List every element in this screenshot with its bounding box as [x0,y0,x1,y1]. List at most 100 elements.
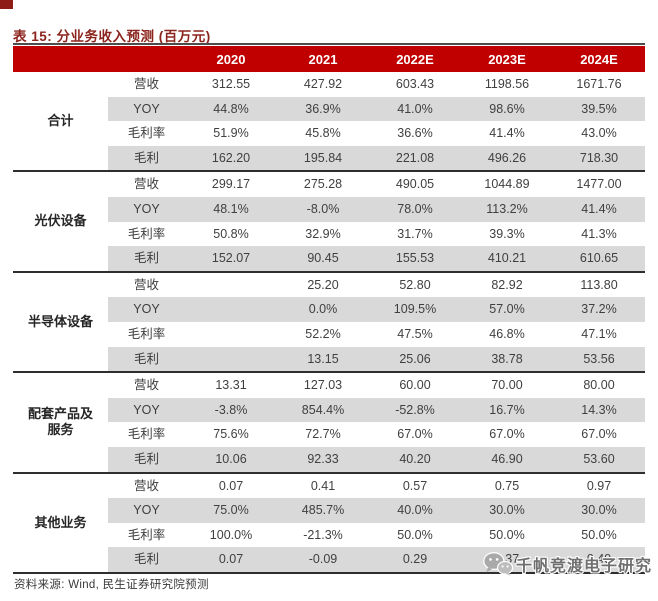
segment-group: 光伏设备 营收 299.17 275.28 490.05 1044.89 1477.00 YO… [13,171,645,272]
metric-label: 毛利率 [127,427,166,442]
watermark: 千帆竞渡电子研究 [483,551,652,577]
value-cell: 53.56 [553,346,645,373]
value-cell: 90.45 [277,246,369,272]
value-cell: 610.65 [553,246,645,272]
value-cell: 98.6% [461,96,553,122]
value-cell: 39.5% [553,96,645,122]
segment-label: 其他业务 [13,472,108,573]
value-cell: 50.8% [213,226,249,241]
metric-label: YOY [108,297,185,322]
value-cell: 41.0% [369,96,461,122]
value-cell: 496.26 [461,145,553,172]
table-row: 毛利率 75.6% 72.7% 67.0% 67.0% 67.0% [13,422,645,447]
value-cell: 427.92 [303,77,343,92]
value-cell: 0.29 [369,547,461,573]
metric-label: 毛利 [108,145,185,172]
metric-label: 毛利 [108,246,185,272]
corner-accent-block [0,0,13,9]
value-cell: 75.6% [213,427,249,442]
value-cell: 155.53 [369,246,461,272]
value-cell: -21.3% [303,527,343,542]
value-cell: 82.92 [491,277,523,292]
value-cell: 44.8% [185,96,277,122]
table-row: 毛利率 50.8% 32.9% 31.7% 39.3% 41.3% [13,222,645,247]
value-cell: 31.7% [397,226,433,241]
value-cell: 1671.76 [576,77,622,92]
table-row: 光伏设备 营收 299.17 275.28 490.05 1044.89 1477.00 [13,171,645,272]
metric-label: 营收 [133,277,159,292]
metric-label: YOY [108,397,185,423]
segment-label: 配套产品及服务 [13,372,108,473]
metric-label: YOY [108,96,185,122]
value-cell: 10.06 [185,446,277,473]
forecast-table: 2020 2021 2022E 2023E 2024E 合计 营收 312.55 42… [13,46,645,574]
value-cell: 67.0% [581,427,617,442]
table-row: 毛利 152.07 90.45 155.53 410.21 610.65 [13,246,645,272]
value-cell: 100.0% [209,527,253,542]
table-row: YOY 75.0% 485.7% 40.0% 30.0% 30.0% [13,498,645,523]
value-cell: 25.06 [369,346,461,373]
metric-label: 毛利 [108,446,185,473]
value-cell: -52.8% [369,397,461,423]
title-underline [13,43,645,45]
table-row: 毛利 10.06 92.33 40.20 46.90 53.60 [13,446,645,473]
value-cell: 46.90 [461,446,553,473]
metric-label: 毛利率 [127,126,166,141]
value-cell: 47.5% [397,326,433,341]
value-cell: 162.20 [185,145,277,172]
segment-label: 合计 [13,72,108,172]
year-column-header: 2023E [461,46,553,72]
table-row: 毛利 0.07 -0.09 0.29 0.37 0.49 [13,547,645,573]
metric-label: 营收 [133,478,159,493]
watermark-text: 千帆竞渡电子研究 [515,558,652,575]
table-row: YOY 0.0% 109.5% 57.0% 37.2% [13,297,645,322]
value-cell: 13.15 [277,346,369,373]
value-cell: 72.7% [305,427,341,442]
table-row: 毛利 162.20 195.84 221.08 496.26 718.30 [13,145,645,172]
value-cell: -3.8% [185,397,277,423]
value-cell: 41.3% [581,226,617,241]
table-row: 其他业务 营收 0.07 0.41 0.57 0.75 0.97 [13,472,645,573]
value-cell: 52.2% [305,326,341,341]
value-cell: 152.07 [185,246,277,272]
value-cell: 78.0% [369,196,461,222]
value-cell: 0.07 [185,547,277,573]
value-cell: 39.3% [489,226,525,241]
value-cell: 0.0% [277,297,369,322]
value-cell: 16.7% [461,397,553,423]
metric-label: 毛利 [108,346,185,373]
value-cell: 113.80 [580,277,618,292]
value-cell: 490.05 [395,177,435,192]
table-row: 半导体设备 营收 25.20 52.80 82.92 113.80 [13,271,645,373]
value-cell: 70.00 [491,378,523,393]
value-cell: 41.4% [553,196,645,222]
table-title: 表 15: 分业务收入预测 (百万元) [13,29,211,44]
table-row: 毛利率 51.9% 45.8% 36.6% 41.4% 43.0% [13,121,645,146]
value-cell: -0.09 [277,547,369,573]
value-cell [185,297,277,322]
header-row: 2020 2021 2022E 2023E 2024E [13,46,645,72]
year-column-header: 2021 [277,46,369,72]
value-cell: 0.41 [310,478,336,493]
value-cell: 854.4% [277,397,369,423]
segment-group: 合计 营收 312.55 427.92 603.43 1198.56 1671.76 YOY 4… [13,72,645,172]
table-row: 合计 营收 312.55 427.92 603.43 1198.56 1671.76 [13,72,645,172]
table-row: YOY -3.8% 854.4% -52.8% 16.7% 14.3% [13,397,645,423]
value-cell: 30.0% [553,498,645,523]
value-cell: -8.0% [277,196,369,222]
segment-label: 光伏设备 [13,171,108,272]
value-cell: 45.8% [305,126,341,141]
table-header: 2020 2021 2022E 2023E 2024E [13,46,645,72]
value-cell: 41.4% [489,126,525,141]
value-cell: 1477.00 [576,177,622,192]
value-cell: 127.03 [303,378,343,393]
table-row: 配套产品及服务 营收 13.31 127.03 60.00 70.00 80.00 [13,372,645,473]
value-cell: 40.0% [369,498,461,523]
value-cell: 57.0% [461,297,553,322]
value-cell: 0.07 [218,478,244,493]
segment-group: 配套产品及服务 营收 13.31 127.03 60.00 70.00 80.00 YOY -3… [13,372,645,473]
value-cell: 50.0% [397,527,433,542]
value-cell: 0.97 [586,478,612,493]
value-cell: 75.0% [185,498,277,523]
